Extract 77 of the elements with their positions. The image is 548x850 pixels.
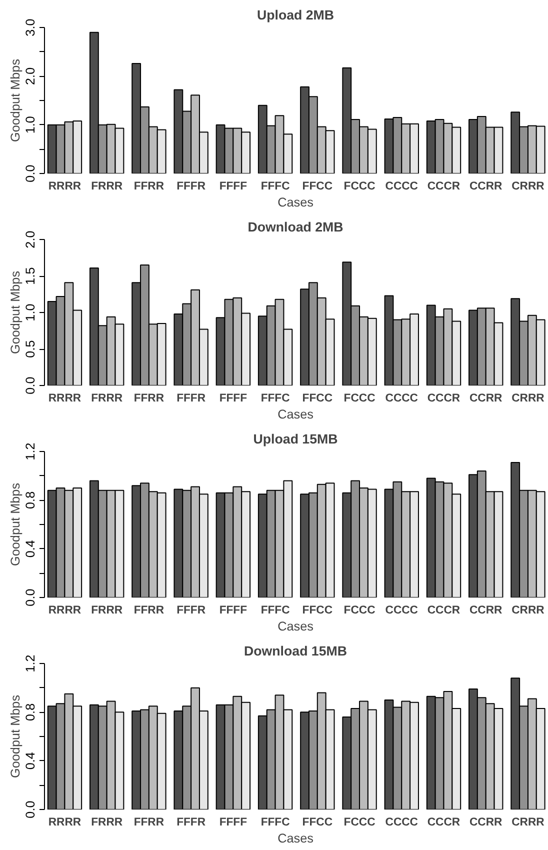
y-tick-label: 1.2: [24, 442, 38, 460]
x-tick-label: CCRR: [469, 816, 502, 828]
y-tick-label: 0.0: [24, 800, 38, 818]
y-tick-label: 1.0: [24, 304, 38, 322]
x-tick-label: CRRR: [512, 180, 544, 192]
x-tick-label: FFCC: [302, 180, 332, 192]
x-tick-label: CCCR: [427, 816, 460, 828]
x-tick-label: CCCR: [427, 392, 460, 404]
chart-title: Upload 2MB: [256, 8, 334, 22]
chart-title: Upload 15MB: [253, 432, 338, 446]
y-tick-label: 0.0: [24, 164, 38, 182]
y-axis-title: Goodput Mbps: [8, 482, 22, 566]
x-tick-label: FFCC: [302, 392, 332, 404]
y-tick-label: 1.2: [24, 654, 38, 672]
y-tick-label: 0.8: [24, 491, 38, 509]
x-tick-label: RRRR: [48, 604, 82, 616]
x-tick-label: FFCC: [302, 816, 332, 828]
x-axis-title: Cases: [278, 832, 314, 846]
x-tick-label: FFFF: [219, 604, 248, 616]
x-tick-label: FRRR: [91, 180, 123, 192]
x-tick-label: FFRR: [134, 180, 164, 192]
x-tick-label: CCCC: [385, 392, 418, 404]
x-tick-label: FFFC: [260, 392, 290, 404]
x-tick-label: FCCC: [344, 816, 376, 828]
y-tick-label: 0.0: [24, 376, 38, 394]
chart-title: Download 2MB: [248, 220, 344, 234]
x-tick-label: FCCC: [344, 392, 376, 404]
x-tick-label: FRRR: [91, 604, 123, 616]
x-tick-label: RRRR: [48, 180, 82, 192]
x-tick-label: CCRR: [469, 392, 502, 404]
x-tick-label: FFFR: [176, 604, 206, 616]
x-tick-label: FFFC: [260, 604, 290, 616]
x-tick-label: FFFR: [176, 816, 206, 828]
x-tick-label: FFCC: [302, 604, 332, 616]
x-tick-label: CCRR: [469, 604, 502, 616]
x-tick-label: FRRR: [91, 816, 123, 828]
x-tick-label: CCCR: [427, 180, 460, 192]
y-tick-label: 2.0: [24, 230, 38, 248]
x-tick-label: CRRR: [512, 816, 544, 828]
chart-title: Download 15MB: [244, 644, 348, 658]
x-tick-label: CCRR: [469, 180, 502, 192]
y-tick-label: 0.0: [24, 588, 38, 606]
x-tick-label: CCCC: [385, 816, 418, 828]
x-axis-title: Cases: [278, 620, 314, 634]
y-tick-label: 2.0: [24, 67, 38, 85]
x-tick-label: FRRR: [91, 392, 123, 404]
y-tick-label: 1.5: [24, 267, 38, 285]
y-axis-title: Goodput Mbps: [8, 58, 22, 142]
y-tick-label: 0.4: [24, 752, 38, 770]
x-tick-label: FFFC: [260, 180, 290, 192]
x-tick-label: CCCC: [385, 604, 418, 616]
x-tick-label: FCCC: [344, 180, 376, 192]
x-tick-label: FFFR: [176, 392, 206, 404]
x-tick-label: FFFF: [219, 816, 248, 828]
x-axis-title: Cases: [278, 196, 314, 210]
x-tick-label: FFRR: [134, 392, 164, 404]
y-tick-label: 1.0: [24, 116, 38, 134]
y-tick-label: 0.5: [24, 340, 38, 358]
x-tick-label: CRRR: [512, 392, 544, 404]
x-tick-label: FFRR: [134, 816, 164, 828]
x-tick-label: RRRR: [48, 816, 82, 828]
x-tick-label: FCCC: [344, 604, 376, 616]
x-tick-label: FFFF: [219, 392, 248, 404]
x-axis-title: Cases: [278, 408, 314, 422]
x-tick-label: CCCC: [385, 180, 418, 192]
x-tick-label: FFFR: [176, 180, 206, 192]
x-tick-label: RRRR: [48, 392, 82, 404]
x-tick-label: CRRR: [512, 604, 544, 616]
y-tick-label: 0.8: [24, 703, 38, 721]
y-axis-title: Goodput Mbps: [8, 694, 22, 778]
x-tick-label: FFFF: [219, 180, 248, 192]
y-tick-label: 0.4: [24, 540, 38, 558]
x-tick-label: FFFC: [260, 816, 290, 828]
x-tick-label: CCCR: [427, 604, 460, 616]
y-tick-label: 3.0: [24, 18, 38, 36]
y-axis-title: Goodput Mbps: [8, 270, 22, 354]
x-tick-label: FFRR: [134, 604, 164, 616]
